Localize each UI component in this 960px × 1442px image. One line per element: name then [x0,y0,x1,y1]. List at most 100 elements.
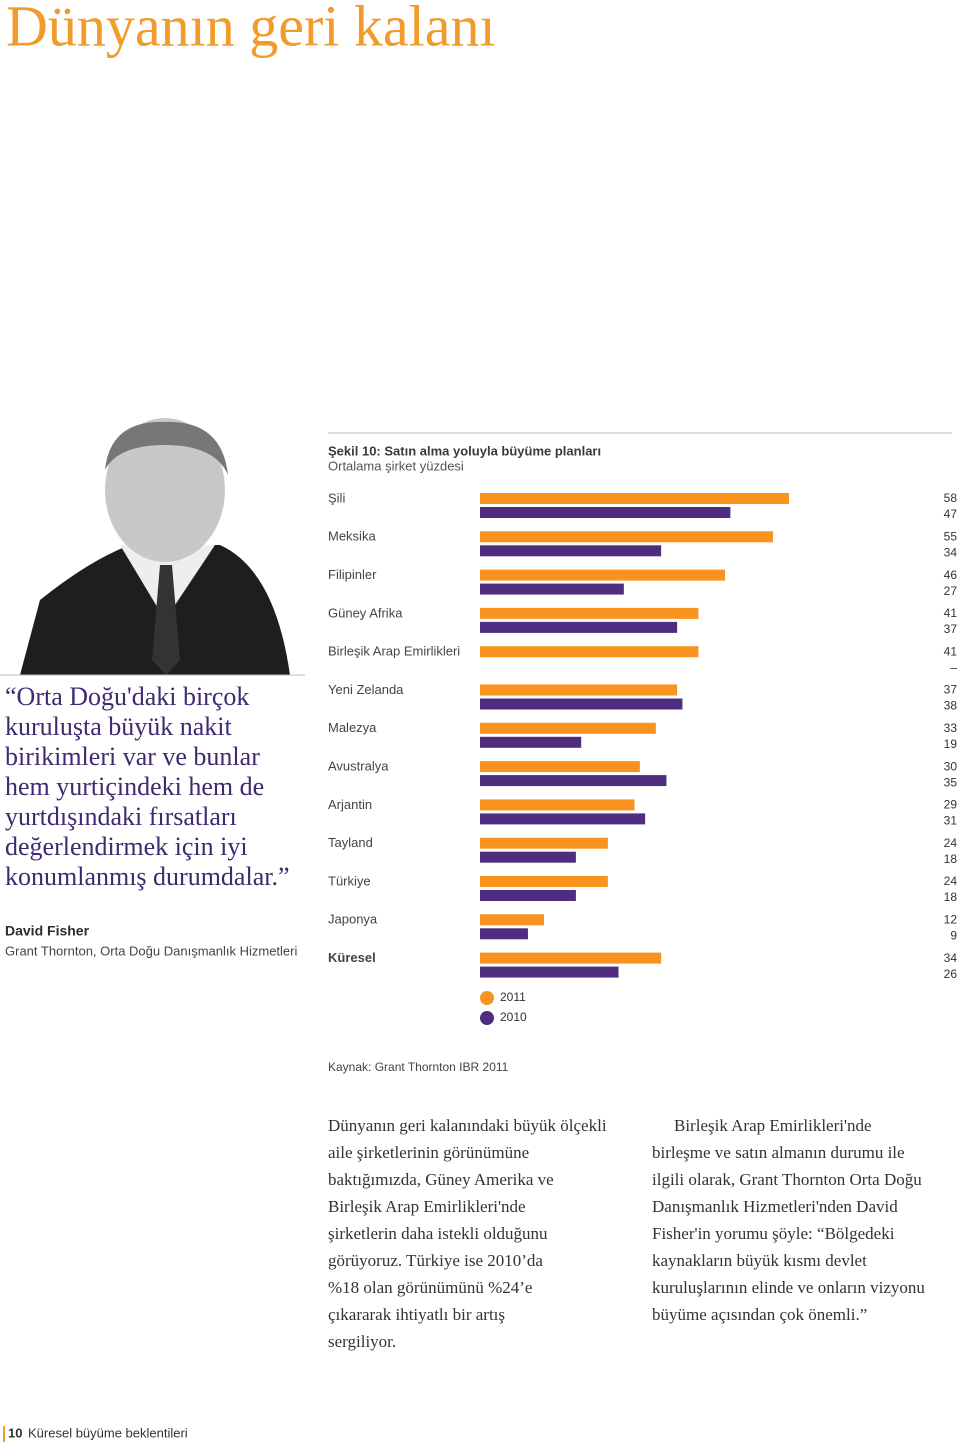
legend-label: 2010 [500,1010,527,1024]
category-label: Avustralya [328,759,389,774]
value-label: 55 [944,529,958,543]
value-label: 41 [944,606,958,620]
photo-suit [20,545,290,675]
legend-swatch [480,1011,494,1025]
legend-swatch [480,991,494,1005]
body-line: birleşme ve satın almanın durumu ile [652,1143,905,1162]
body-line: görüyoruz. Türkiye ise 2010’da [328,1251,543,1270]
page-title: Dünyanın geri kalanı [6,0,496,58]
body-line: Fisher'in yorumu şöyle: “Bölgedeki [652,1224,895,1243]
category-label: Birleşik Arap Emirlikleri [328,644,460,659]
value-label: 24 [944,874,958,888]
value-label: 35 [944,775,958,789]
body-line: baktığımızda, Güney Amerika ve [328,1170,554,1189]
value-label: 24 [944,836,958,850]
bar [480,914,544,926]
quote-line: hem yurtiçindeki hem de [5,772,264,801]
value-label: 18 [944,890,958,904]
category-label: Şili [328,490,345,505]
value-label: 29 [944,798,958,812]
quote-line: “Orta Doğu'daki birçok [5,682,249,711]
quote-line: yurtdışındaki fırsatları [5,802,237,831]
value-label: 31 [944,814,958,828]
author-role: Grant Thornton, Orta Doğu Danışmanlık Hi… [5,943,297,958]
body-line: şirketlerin daha istekli olduğunu [328,1224,548,1243]
value-label: 9 [950,928,957,942]
bar [480,569,726,581]
bar [480,876,608,887]
value-label: 18 [944,852,958,866]
footer-text: Küresel büyüme beklentileri [28,1425,188,1440]
value-label: 46 [944,568,958,582]
body-line: Birleşik Arap Emirlikleri'nde [674,1116,872,1135]
bar [480,837,608,849]
value-label: 27 [944,584,958,598]
bar [480,493,789,504]
bar [480,607,699,619]
portrait [20,418,305,675]
value-label: 37 [944,683,958,697]
bar [480,621,678,633]
category-label: Güney Afrika [328,605,403,620]
bar [480,890,576,901]
category-label: Tayland [328,835,373,850]
quote-line: konumlanmış durumdalar.” [5,862,290,891]
chart-title: Şekil 10: Satın alma yoluyla büyüme plan… [328,443,601,458]
page-number: 10 [8,1425,22,1440]
bar [480,646,699,658]
quote-line: birikimleri var ve bunlar [5,742,260,771]
body-line: kaynakların büyük kısmı devlet [652,1251,867,1270]
bar [480,531,774,543]
bar [480,966,619,978]
bar [480,736,582,748]
bar [480,583,624,595]
bar [480,928,528,940]
value-label: 38 [944,699,958,713]
bar [480,775,667,787]
body-line: büyüme açısından çok önemli.” [652,1305,867,1324]
quote-line: kuruluşta büyük nakit [5,712,233,741]
photo-hair [105,421,228,475]
chart-subtitle: Ortalama şirket yüzdesi [328,458,464,473]
bar [480,507,731,518]
category-label: Yeni Zelanda [328,682,404,697]
category-label: Küresel [328,950,376,965]
bar [480,545,662,557]
photo-tie [152,565,180,675]
category-label: Japonya [328,912,378,927]
quote-line: değerlendirmek için iyi [5,832,248,861]
value-label: 58 [944,491,958,505]
value-label: 30 [944,759,958,773]
body-line: Dünyanın geri kalanındaki büyük ölçekli [328,1116,607,1135]
value-label: 37 [944,622,958,636]
photo-face [105,418,225,562]
value-label: 26 [944,967,958,981]
source: Kaynak: Grant Thornton IBR 2011 [328,1060,509,1074]
body-line: %18 olan görünümünü %24’e [328,1278,532,1297]
value-label: 34 [944,951,958,965]
value-label: 34 [944,545,958,559]
bar [480,952,662,964]
bar [480,722,656,734]
bar [480,684,678,696]
legend-label: 2011 [500,990,526,1004]
value-label: 41 [944,644,958,658]
body-line: kuruluşlarının elinde ve onların vizyonu [652,1278,925,1297]
value-label: 19 [944,737,958,751]
body-line: Danışmanlık Hizmetleri'nden David [652,1197,898,1216]
category-label: Arjantin [328,797,372,812]
category-label: Türkiye [328,873,371,888]
bar [480,851,576,863]
category-label: Meksika [328,529,376,544]
value-label: 33 [944,721,958,735]
footer-marker [3,1426,5,1442]
bar [480,761,640,773]
body-line: Birleşik Arap Emirlikleri'nde [328,1197,526,1216]
body-line: aile şirketlerinin görünümüne [328,1143,529,1162]
body-line: sergiliyor. [328,1332,396,1351]
value-label: 12 [944,912,958,926]
bar [480,799,635,811]
value-label: – [950,660,957,674]
